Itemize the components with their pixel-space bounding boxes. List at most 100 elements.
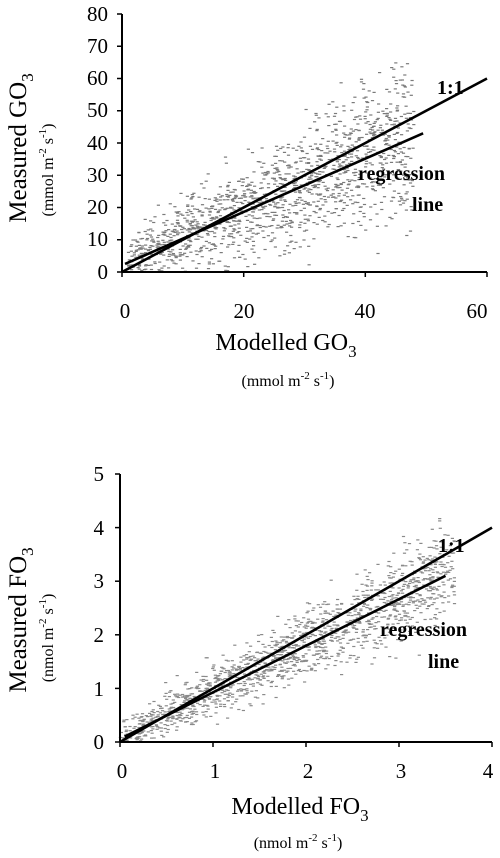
scatter-point (341, 637, 345, 639)
scatter-point (354, 155, 358, 157)
scatter-point (317, 641, 321, 643)
scatter-point (335, 185, 339, 187)
y-tick-label: 3 (94, 569, 105, 593)
scatter-point (249, 192, 253, 194)
scatter-point (250, 690, 254, 692)
scatter-point (374, 622, 378, 624)
scatter-point (244, 663, 248, 665)
scatter-point (228, 194, 232, 196)
scatter-point (397, 613, 402, 615)
scatter-point (165, 731, 169, 733)
scatter-point (311, 622, 315, 624)
scatter-point (182, 228, 186, 230)
scatter-point (370, 188, 375, 190)
scatter-point (334, 208, 338, 210)
scatter-point (336, 184, 340, 186)
scatter-point (208, 250, 212, 252)
scatter-point (132, 252, 136, 254)
scatter-point (293, 665, 297, 667)
scatter-point (412, 627, 417, 629)
scatter-point (237, 219, 241, 221)
scatter-point (346, 236, 350, 238)
scatter-point (326, 140, 330, 142)
scatter-point (234, 701, 238, 703)
scatter-point (368, 177, 372, 179)
scatter-point (433, 614, 437, 616)
scatter-point (262, 675, 266, 677)
scatter-point (232, 257, 237, 259)
scatter-point (431, 571, 435, 573)
scatter-point (343, 125, 347, 127)
scatter-point (159, 730, 163, 732)
scatter-point (222, 227, 226, 229)
scatter-point (125, 739, 129, 741)
scatter-point (155, 728, 159, 730)
scatter-point (372, 146, 376, 148)
scatter-point (352, 645, 356, 648)
scatter-point (307, 169, 311, 171)
scatter-point (433, 624, 437, 627)
scatter-point (198, 704, 202, 706)
scatter-point (376, 181, 380, 183)
scatter-point (196, 238, 200, 240)
scatter-point (253, 263, 257, 265)
scatter-point (311, 609, 315, 611)
scatter-point (343, 155, 347, 157)
scatter-point (398, 603, 402, 605)
scatter-point (263, 205, 268, 207)
scatter-point (303, 681, 307, 683)
scatter-point (360, 136, 364, 139)
scatter-point (280, 196, 285, 198)
scatter-point (393, 151, 398, 153)
scatter-point (326, 664, 330, 666)
scatter-point (281, 660, 285, 662)
scatter-point (237, 231, 241, 233)
scatter-point (302, 136, 307, 138)
scatter-point (404, 193, 408, 195)
scatter-point (197, 196, 201, 198)
scatter-point (183, 217, 187, 219)
scatter-point (401, 604, 405, 606)
scatter-point (127, 265, 131, 267)
scatter-point (240, 185, 244, 187)
scatter-point (339, 661, 343, 663)
scatter-point (273, 668, 277, 670)
scatter-point (312, 186, 316, 189)
scatter-point (406, 625, 411, 627)
scatter-point (138, 736, 142, 738)
scatter-point (276, 149, 280, 151)
scatter-point (286, 667, 290, 670)
scatter-point (175, 695, 179, 697)
one-to-one-line-2 (119, 526, 493, 744)
scatter-point (429, 546, 434, 548)
scatter-point (424, 570, 428, 572)
scatter-point (389, 111, 393, 113)
scatter-point (189, 198, 193, 200)
scatter-point (374, 589, 378, 591)
scatter-point (393, 88, 397, 90)
scatter-point (362, 641, 366, 643)
scatter-point (160, 734, 164, 736)
scatter-point (282, 209, 286, 212)
scatter-point (176, 711, 180, 714)
scatter-point (221, 654, 225, 656)
scatter-point (195, 686, 199, 688)
scatter-point (218, 199, 222, 201)
scatter-point (295, 199, 300, 201)
scatter-point (368, 162, 372, 164)
scatter-point (207, 263, 211, 265)
scatter-point (363, 569, 367, 571)
scatter-point (356, 123, 360, 125)
scatter-point (400, 159, 404, 161)
scatter-point (156, 236, 160, 239)
scatter-point (392, 608, 396, 610)
scatter-point (284, 671, 289, 673)
y-tick-label: 20 (87, 195, 108, 219)
scatter-point (415, 621, 419, 623)
scatter-point (193, 227, 197, 229)
scatter-point (251, 203, 255, 205)
scatter-point (380, 208, 384, 211)
scatter-point (276, 207, 280, 209)
scatter-point (280, 220, 284, 222)
scatter-point (322, 167, 326, 169)
